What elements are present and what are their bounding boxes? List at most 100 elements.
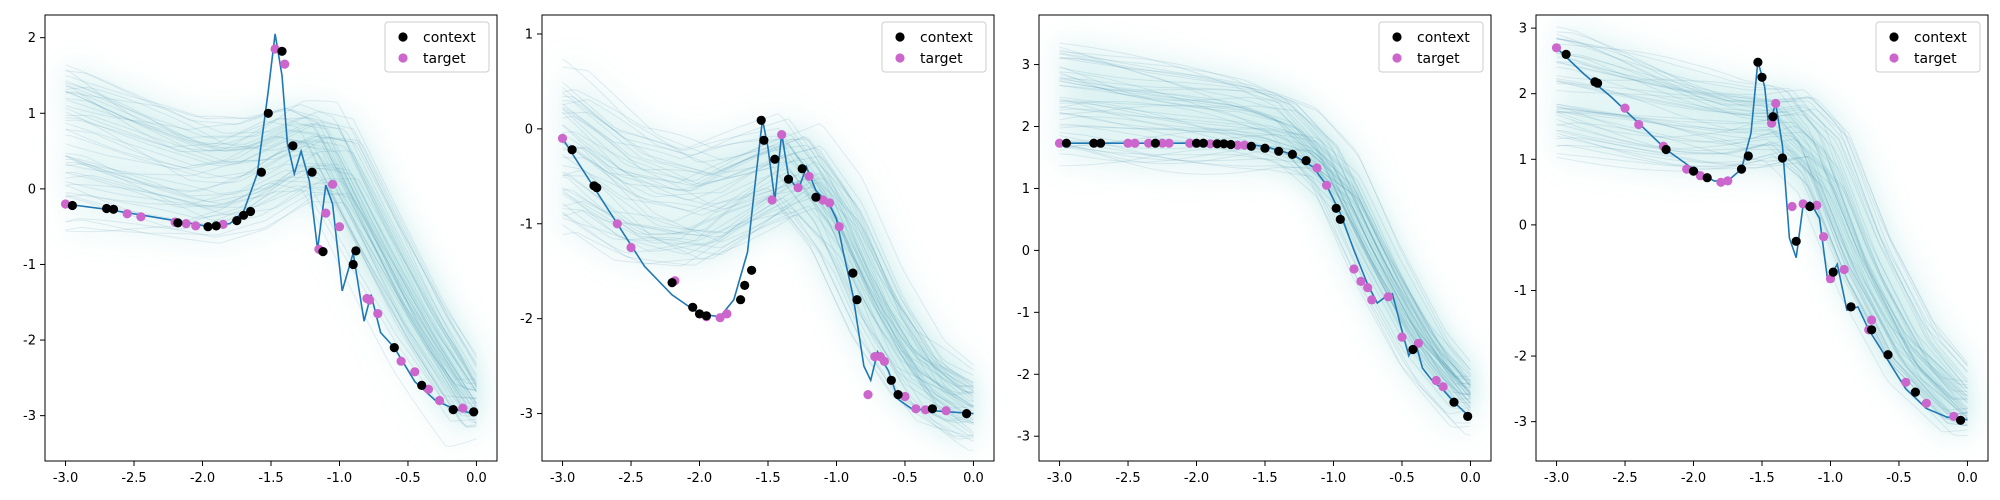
legend: context target [1875, 21, 1981, 73]
context-point [1150, 138, 1160, 148]
target-point [612, 219, 622, 229]
target-point [1839, 264, 1849, 275]
x-tick-label: -1.5 [755, 471, 780, 486]
sample-line [1059, 96, 1471, 407]
sample-line [562, 211, 974, 437]
plot-area [60, 33, 481, 452]
sample-line [1059, 123, 1471, 408]
subplot-1: -3.0 -2.5 -2.0 -1.5 -1.0 -0.5 0.0 -3 -2 -1 0 1 2 cont… [23, 14, 498, 486]
x-tick-label: -1.5 [1252, 471, 1277, 486]
context-point [1226, 139, 1236, 150]
legend-context-marker [895, 32, 905, 42]
context-point [203, 222, 213, 232]
sample-line [1059, 66, 1471, 389]
y-tick-label: 1 [525, 27, 533, 42]
context-point [1828, 267, 1838, 277]
target-point [804, 171, 814, 181]
sample-line [65, 167, 477, 408]
y-tick-label: 2 [1519, 87, 1527, 102]
sample-line [1059, 84, 1471, 399]
sample-line [1059, 57, 1471, 387]
y-tick-label: -1 [520, 217, 533, 232]
sample-line [1556, 52, 1968, 367]
sample-line [1059, 101, 1471, 376]
sample-line [562, 143, 974, 407]
context-point [694, 309, 705, 319]
sample-line [1059, 67, 1471, 396]
x-tick-label: 0.0 [1460, 471, 1481, 486]
target-point [1819, 232, 1829, 242]
context-point [1198, 138, 1208, 148]
sample-line [562, 189, 974, 424]
sample-line [1556, 66, 1968, 389]
context-point [469, 407, 479, 417]
context-point [1331, 203, 1341, 213]
sample-line [1556, 75, 1968, 415]
context-point [886, 375, 896, 385]
context-point [1883, 350, 1893, 360]
sample-line [65, 69, 477, 388]
sample-line [562, 175, 974, 409]
plot-area [557, 54, 978, 456]
context-point [962, 409, 972, 419]
target-point [1322, 180, 1332, 190]
sample-line [65, 163, 477, 427]
sample-line [65, 182, 477, 447]
y-tick-label: 0 [1519, 218, 1527, 233]
target-point [1367, 295, 1377, 305]
y-tick-label: 0 [1022, 244, 1030, 259]
y-tick-label: -2 [520, 312, 533, 327]
context-point [567, 145, 577, 155]
x-tick-label: -0.5 [1389, 471, 1414, 486]
x-tick-label: -2.5 [1115, 471, 1140, 486]
sample-line [65, 167, 477, 403]
sample-line [65, 70, 477, 359]
legend-target-label: target [1417, 51, 1460, 67]
sample-line [562, 189, 974, 424]
sample-line [1059, 108, 1471, 387]
context-point [1301, 156, 1311, 166]
sample-line [1556, 112, 1968, 414]
context-point [1768, 112, 1778, 122]
sample-line [1059, 57, 1471, 371]
sample-line [1556, 129, 1968, 422]
legend-context-marker [1392, 32, 1402, 42]
sample-line [562, 111, 974, 386]
sample-line [1556, 153, 1968, 433]
context-point [1408, 344, 1418, 355]
context-point [256, 167, 266, 177]
legend-target-marker [895, 53, 905, 63]
sample-line [65, 158, 477, 405]
sample-line [1556, 55, 1968, 390]
sample-line [65, 140, 477, 425]
target-point [1634, 119, 1644, 130]
x-tick-label: -1.0 [824, 471, 849, 486]
target-point [722, 309, 732, 319]
sample-line [562, 196, 974, 424]
sample-line [1556, 89, 1968, 416]
context-point [232, 216, 242, 226]
context-point [1688, 166, 1699, 176]
legend-context-label: context [423, 30, 476, 46]
context-point [1661, 144, 1671, 155]
sample-line [562, 106, 974, 390]
sample-line [65, 150, 477, 417]
context-point [1274, 146, 1284, 156]
context-point [1702, 173, 1712, 183]
sample-line [1556, 110, 1968, 415]
sample-line [1556, 105, 1968, 413]
sample-line [1556, 103, 1968, 414]
target-point [793, 183, 803, 193]
context-point [811, 192, 821, 202]
y-tick-label: 3 [1022, 58, 1030, 73]
target-point [1239, 140, 1250, 150]
subplot-2: -3.0 -2.5 -2.0 -1.5 -1.0 -0.5 0.0 -3 -2 -1 0 1 conte… [520, 14, 995, 486]
sample-line [1556, 37, 1968, 386]
legend: context target [1378, 21, 1484, 73]
sample-line [1556, 145, 1968, 419]
target-point [825, 198, 835, 208]
sample-line [1556, 31, 1968, 366]
target-point [1123, 138, 1133, 148]
sample-line [1556, 103, 1968, 419]
